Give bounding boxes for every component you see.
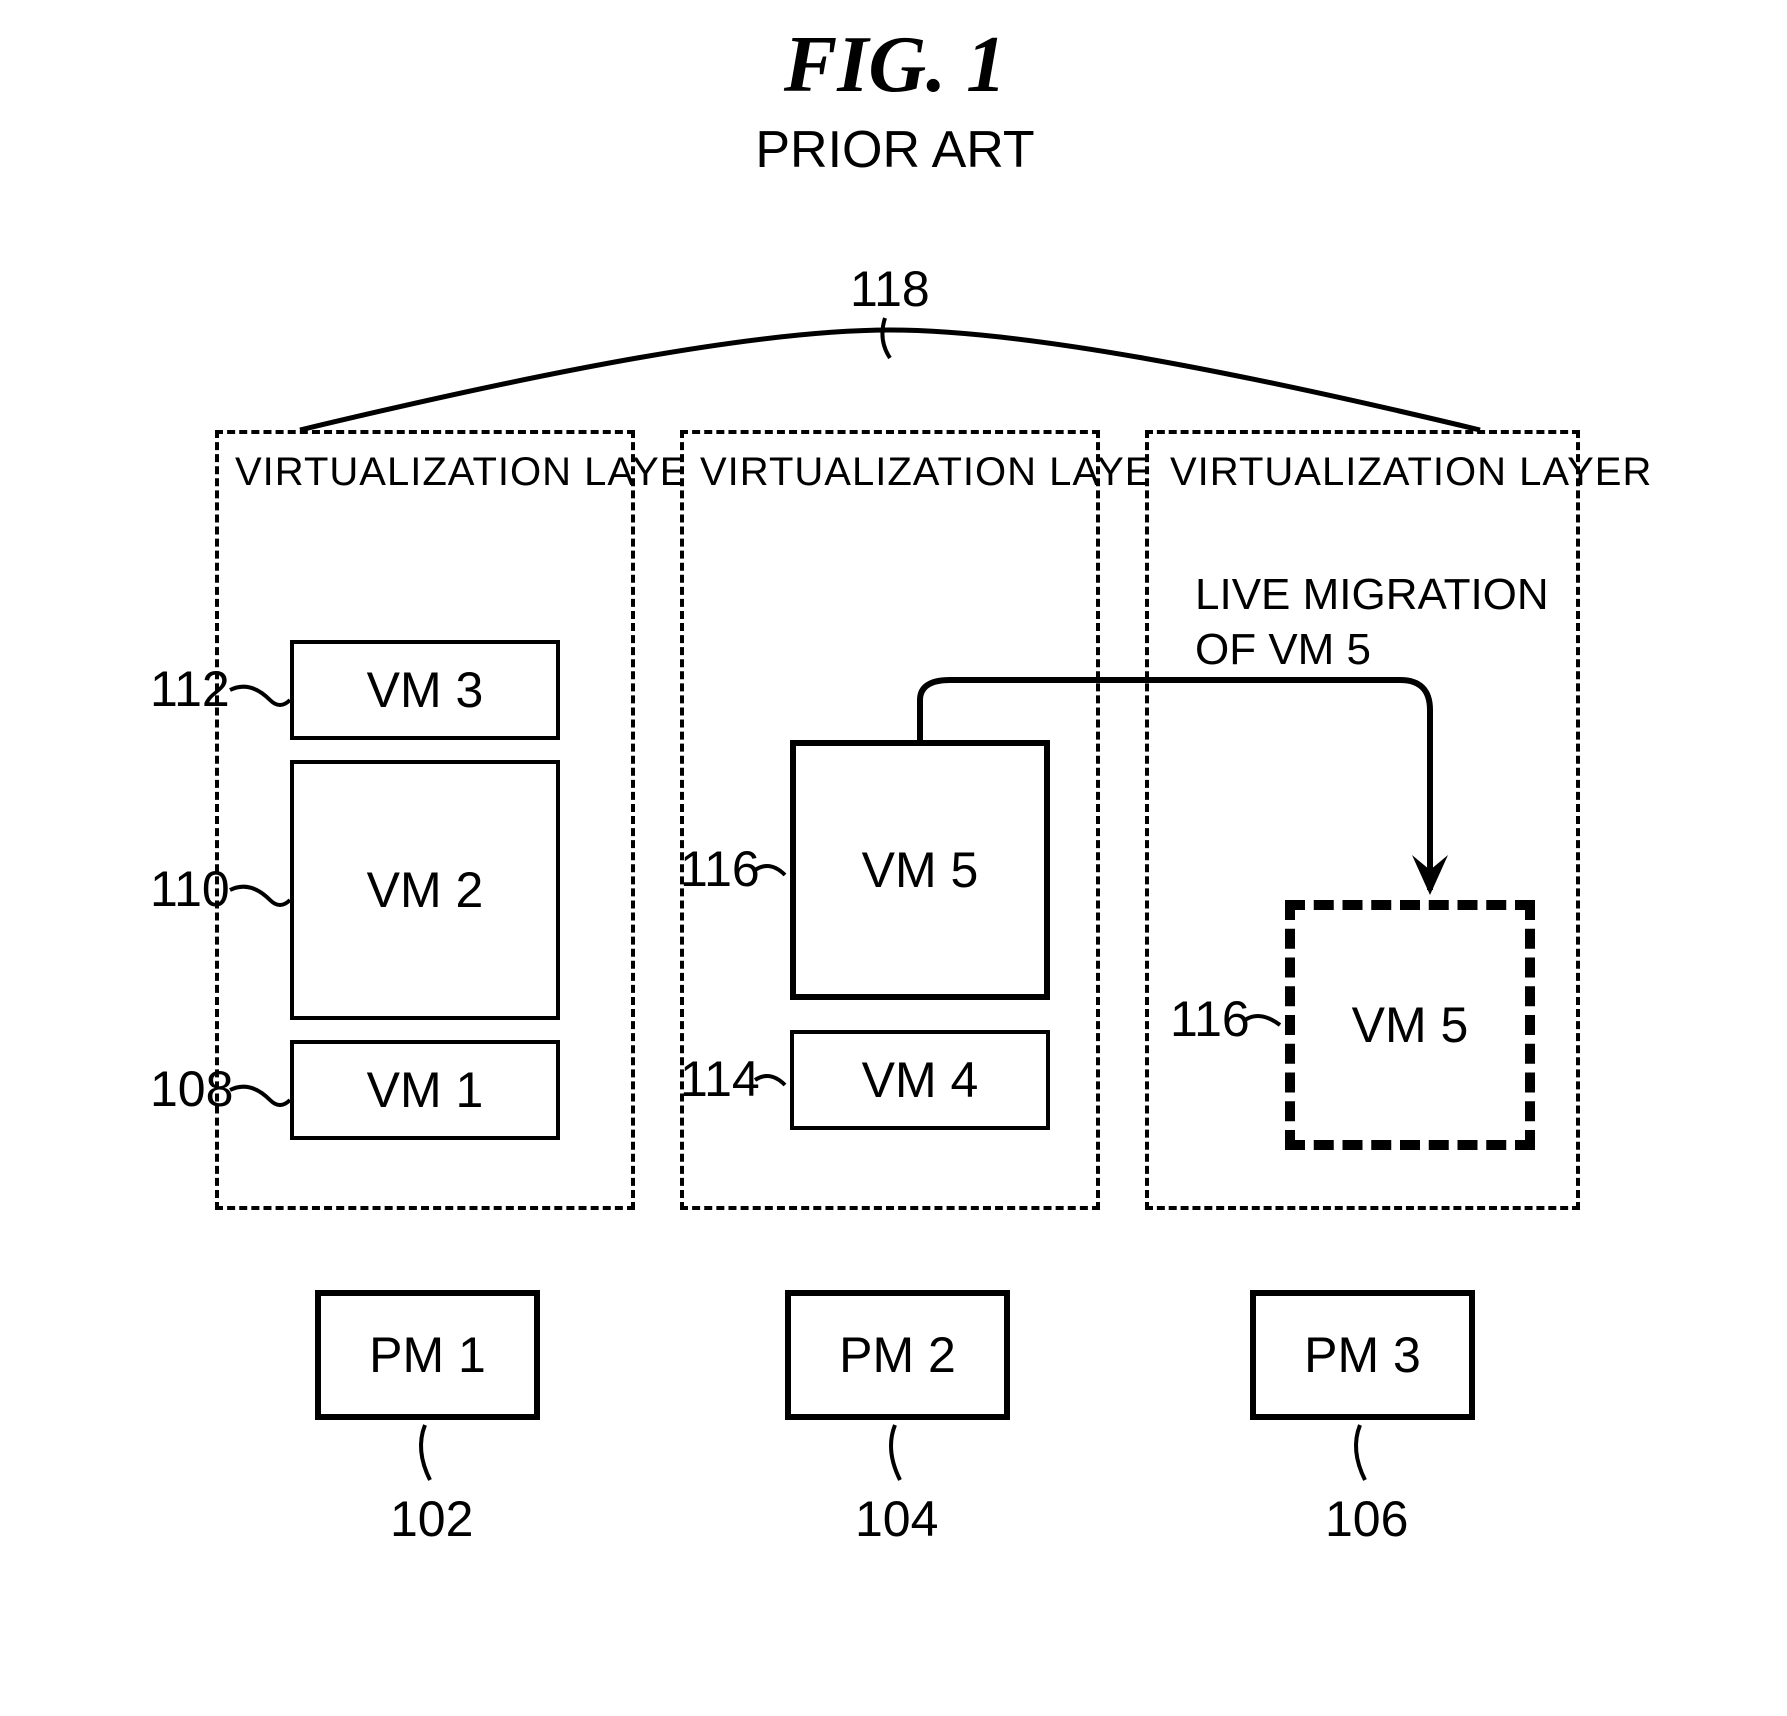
vm5-dest-ref: 116 [1170,990,1250,1048]
migration-label-2: OF VM 5 [1195,625,1371,675]
pm2-label: PM 2 [839,1326,956,1384]
vm3-ref: 112 [150,660,230,718]
vm1-box: VM 1 [290,1040,560,1140]
vm4-ref: 114 [680,1050,760,1108]
vm3-label: VM 3 [367,661,484,719]
vm3-box: VM 3 [290,640,560,740]
pm3-ref: 106 [1325,1490,1408,1548]
layer-1-header: VIRTUALIZATION LAYER [235,450,717,495]
vm1-ref: 108 [150,1060,233,1118]
migration-label-1: LIVE MIGRATION [1195,570,1549,620]
vm4-box: VM 4 [790,1030,1050,1130]
pm1-ref: 102 [390,1490,473,1548]
vm2-box: VM 2 [290,760,560,1020]
vm1-label: VM 1 [367,1061,484,1119]
vm2-label: VM 2 [367,861,484,919]
pm1-box: PM 1 [315,1290,540,1420]
pm2-ref: 104 [855,1490,938,1548]
vm5-src-ref: 116 [680,840,760,898]
layer-2-header: VIRTUALIZATION LAYER [700,450,1182,495]
vm2-ref: 110 [150,860,230,918]
vm5-dest-box: VM 5 [1285,900,1535,1150]
bracket-ref: 118 [850,260,930,318]
pm3-box: PM 3 [1250,1290,1475,1420]
pm3-label: PM 3 [1304,1326,1421,1384]
pm1-label: PM 1 [369,1326,486,1384]
figure-subtitle: PRIOR ART [720,120,1070,180]
pm2-box: PM 2 [785,1290,1010,1420]
figure-title: FIG. 1 [620,20,1170,111]
layer-3-header: VIRTUALIZATION LAYER [1170,450,1652,495]
vm5-src-label: VM 5 [862,841,979,899]
vm5-src-box: VM 5 [790,740,1050,1000]
vm5-dest-label: VM 5 [1352,996,1469,1054]
vm4-label: VM 4 [862,1051,979,1109]
